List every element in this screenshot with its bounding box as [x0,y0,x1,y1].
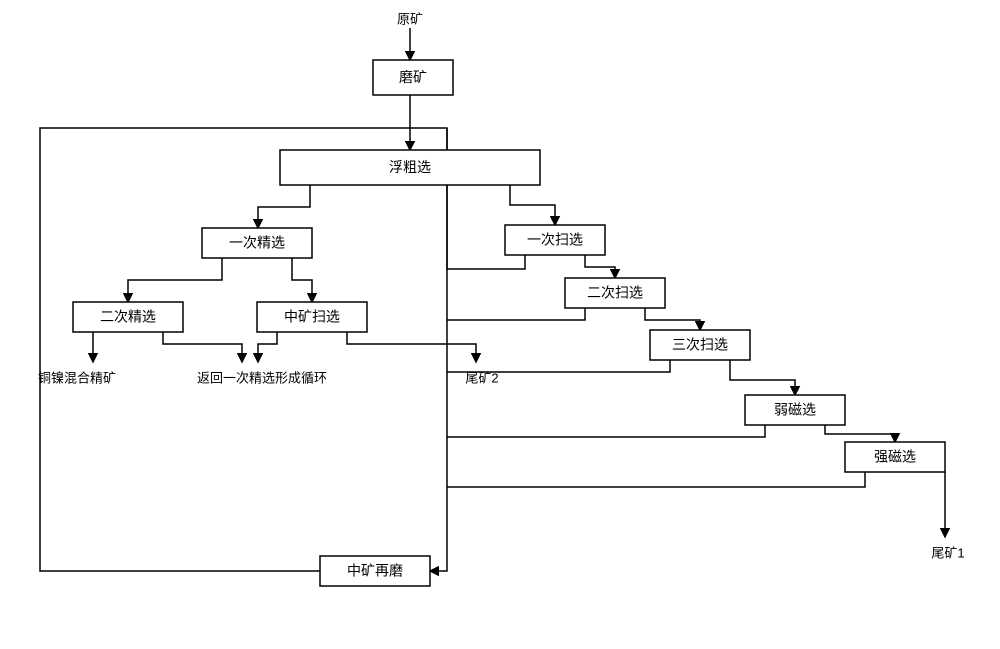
edge [258,185,310,228]
node-label: 一次精选 [229,235,285,251]
edge [645,308,700,330]
node-cleaner1: 一次精选 [202,228,312,258]
node-grinding: 磨矿 [373,60,453,95]
node-label: 磨矿 [399,69,427,85]
edge [347,332,476,362]
node-scavenger2: 二次扫选 [565,278,665,308]
node-label: 原矿 [397,11,423,26]
edge [447,472,865,487]
node-midscav: 中矿扫选 [257,302,367,332]
node-label: 返回一次精选形成循环 [197,370,327,385]
node-label: 二次精选 [100,309,156,325]
node-cleaner2: 二次精选 [73,302,183,332]
node-strong_mag: 强磁选 [845,442,945,472]
node-tail2: 尾矿2 [465,370,498,385]
node-label: 二次扫选 [587,285,643,301]
node-cycle_back: 返回一次精选形成循环 [197,370,327,385]
node-label: 强磁选 [874,449,916,465]
node-label: 尾矿2 [465,370,498,385]
node-label: 铜镍混合精矿 [38,370,116,385]
edge [825,425,895,442]
edge [730,360,795,395]
edge [128,258,222,302]
edge [292,258,312,302]
node-label: 弱磁选 [774,402,816,418]
node-rough_float: 浮粗选 [280,150,540,185]
node-label: 浮粗选 [389,159,431,175]
edge [163,332,242,362]
node-tail1: 尾矿1 [931,545,964,560]
edge [40,128,410,571]
edge [430,128,447,571]
node-label: 中矿再磨 [347,563,403,579]
node-label: 中矿扫选 [284,309,340,325]
node-raw_ore: 原矿 [397,11,423,26]
node-weak_mag: 弱磁选 [745,395,845,425]
node-label: 一次扫选 [527,232,583,248]
node-mid_regrind: 中矿再磨 [320,556,430,586]
node-scavenger3: 三次扫选 [650,330,750,360]
node-scavenger1: 一次扫选 [505,225,605,255]
node-conc_out: 铜镍混合精矿 [38,370,116,385]
edge [447,308,585,320]
node-label: 尾矿1 [931,545,964,560]
edge [447,425,765,437]
edge [258,332,277,362]
node-label: 三次扫选 [672,337,728,353]
edge [585,255,615,278]
edge [510,185,555,225]
